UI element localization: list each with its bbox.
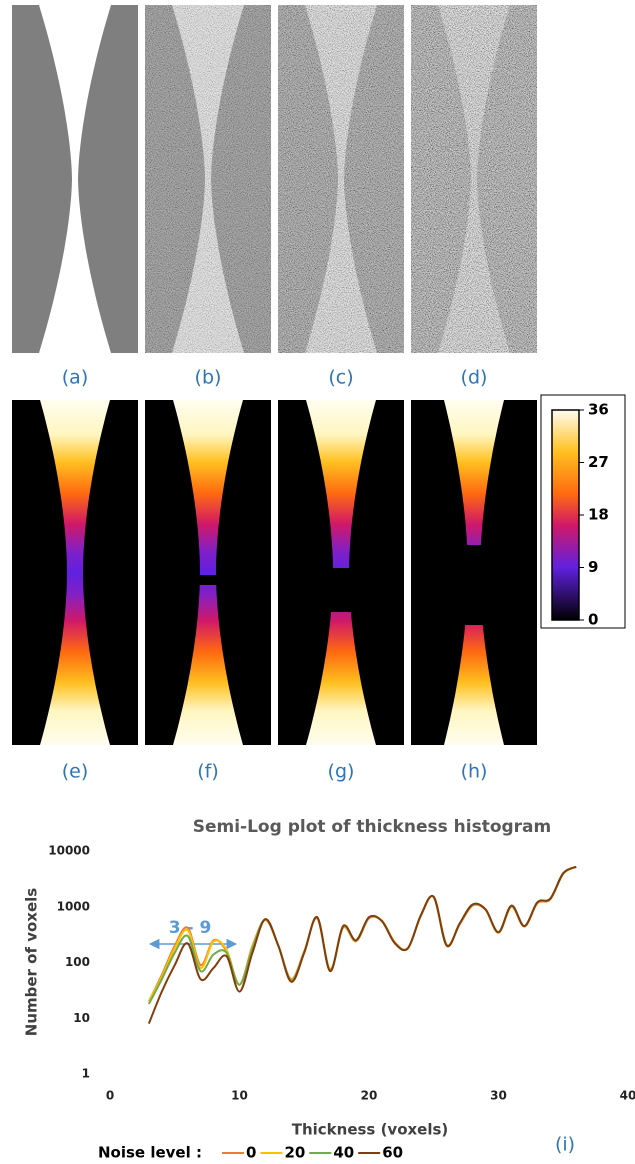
noise [145,5,271,353]
colorbar-tick-label: 27 [588,453,609,471]
colorbar-tick-label: 9 [588,558,598,576]
x-tick-label: 40 [620,1089,635,1103]
chart-title: Semi-Log plot of thickness histogram [193,817,552,837]
x-axis-label: Thickness (voxels) [292,1121,449,1139]
y-tick-label: 1000 [57,899,90,913]
series-line [147,865,577,1005]
panel-label: (i) [555,1134,575,1156]
legend-title: Noise level : [98,1144,202,1162]
map-gap [278,568,404,612]
panel-label: (h) [461,761,488,783]
thickness-map [40,400,110,745]
legend-label: 40 [333,1144,354,1162]
x-tick-label: 30 [490,1089,507,1103]
panel-label: (b) [195,367,222,389]
colorbar [551,409,580,621]
x-tick-label: 10 [231,1089,248,1103]
series-line [147,865,577,1002]
image-panels: (a) (b) (c) (d) (e) (f) (g) (h) [12,5,537,783]
series-line [147,865,577,1025]
x-tick-label: 0 [106,1089,114,1103]
series-line [147,865,577,1002]
y-axis-label: Number of voxels [23,888,41,1037]
panel-label: (g) [328,761,355,783]
panel-label: (e) [62,761,89,783]
colorbar-tick-label: 36 [588,401,609,419]
map-gap [411,545,537,625]
colorbar-tick-label: 0 [588,611,598,629]
thickness-map [173,400,243,745]
map-gap [145,575,271,585]
phantom-shape [39,5,111,353]
noise [411,5,537,353]
x-tick-label: 20 [361,1089,378,1103]
panel-label: (a) [62,367,88,389]
colorbar-tick-label: 18 [588,506,609,524]
y-tick-label: 100 [65,955,90,969]
annotation: 3 - 9 [169,918,212,938]
legend-label: 60 [382,1144,403,1162]
panel-label: (d) [461,367,488,389]
y-tick-label: 10 [73,1011,90,1025]
y-tick-label: 1 [82,1067,90,1081]
panel-label: (f) [197,761,219,783]
panel-label: (c) [328,367,353,389]
legend-label: 20 [284,1144,305,1162]
y-tick-label: 10000 [48,844,90,858]
noise [278,5,404,353]
plot: 1 10 100 1000 10000 0 10 20 30 40 0 20 40 60 [48,844,635,1162]
legend-label: 0 [246,1144,256,1162]
